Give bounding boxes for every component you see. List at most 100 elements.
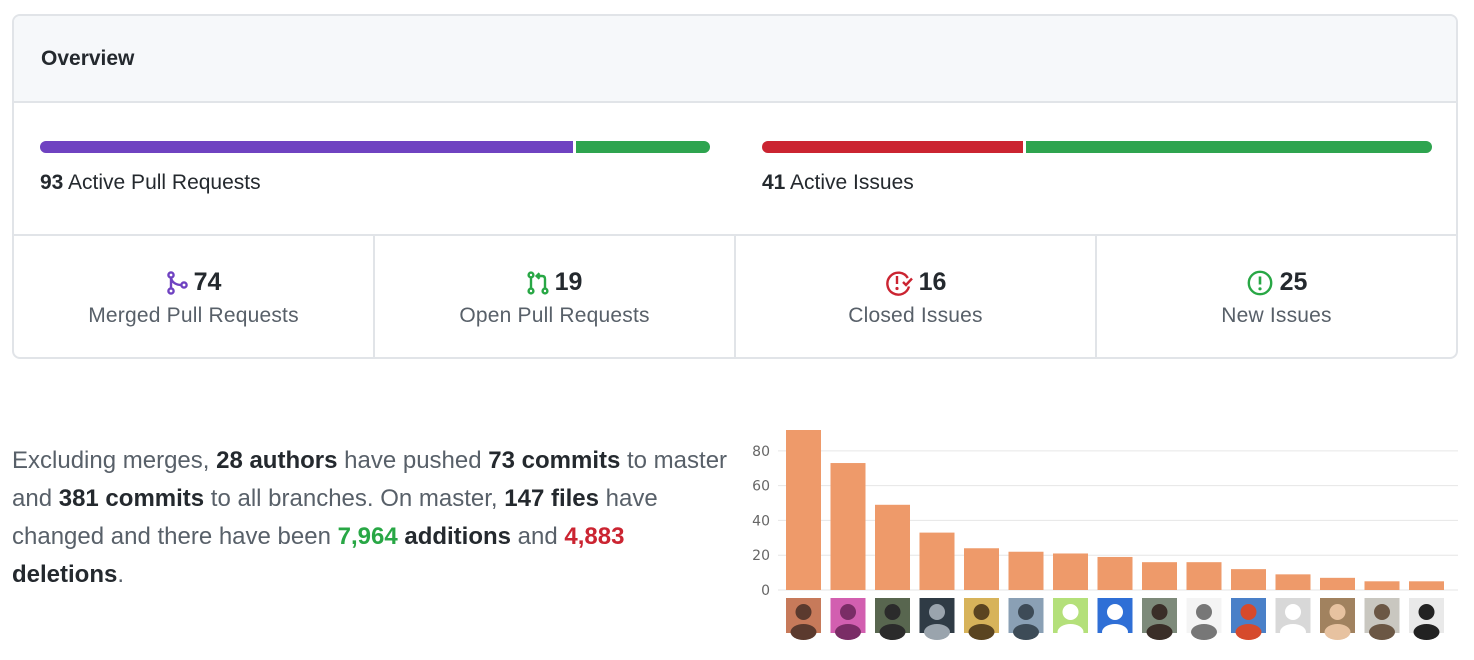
additions-count: 7,964 <box>337 523 398 550</box>
avatar-figure <box>1418 604 1435 620</box>
contributor-avatar <box>875 598 910 640</box>
y-tick-label: 80 <box>752 444 770 460</box>
deletions-word: deletions <box>12 561 118 588</box>
activity-bars: 93 Active Pull Requests 41 Active Issues <box>14 103 1456 236</box>
summary-text: to master and <box>12 447 728 512</box>
avatar-figure <box>1324 624 1351 640</box>
files-changed-count: 147 files <box>504 485 599 512</box>
issue-opened-icon <box>1246 269 1274 297</box>
active-issues-count: 41 <box>762 171 786 194</box>
additions-word: additions <box>397 523 512 550</box>
avatar-figure <box>973 604 990 620</box>
avatar-figure <box>1102 624 1128 640</box>
contributor-avatar <box>1097 598 1133 640</box>
avatar-figure <box>1013 624 1039 640</box>
closed-issues-count: 16 <box>918 268 947 296</box>
deletions-count: 4,883 <box>564 523 625 550</box>
avatar-figure <box>1062 604 1079 620</box>
bar-author-5 <box>964 548 999 590</box>
contributor-avatar <box>786 598 821 640</box>
new-issues-stat[interactable]: 25 New Issues <box>1097 236 1456 357</box>
bar-author-11 <box>1231 569 1266 590</box>
pull-requests-summary[interactable]: 93 Active Pull Requests <box>40 141 710 195</box>
bar-author-14 <box>1364 581 1400 590</box>
active-issues-label: 41 Active Issues <box>762 171 1432 195</box>
bar-author-8 <box>1097 556 1133 590</box>
avatar-figure <box>1413 624 1440 640</box>
summary-text: have pushed <box>337 447 489 474</box>
active-pull-requests-count: 93 <box>40 171 64 194</box>
contributors-bar-chart: 0 20 40 60 80 <box>752 430 1458 640</box>
avatar-figure <box>924 624 950 640</box>
contributor-avatar <box>1364 598 1400 640</box>
contributor-avatar <box>1231 598 1266 640</box>
avatar-figure <box>835 624 861 640</box>
summary-text: and <box>511 523 565 550</box>
avatar-figure <box>1374 604 1390 620</box>
open-pr-segment <box>573 141 710 153</box>
active-pull-requests-text: Active Pull Requests <box>63 171 261 194</box>
closed-issues-label: Closed Issues <box>848 303 983 327</box>
avatar-figure <box>1280 624 1306 640</box>
y-tick-label: 20 <box>752 548 770 564</box>
y-tick-label: 0 <box>761 583 770 599</box>
merged-pull-requests-label: Merged Pull Requests <box>88 303 299 327</box>
contributor-avatar <box>830 598 866 640</box>
contributor-avatar <box>964 598 999 640</box>
commit-summary: Excluding merges, 28 authors have pushed… <box>12 442 732 594</box>
authors-count: 28 authors <box>216 447 338 474</box>
avatar-figure <box>1146 624 1173 640</box>
active-issues-text: Active Issues <box>785 171 914 194</box>
new-issues-segment <box>1023 141 1432 153</box>
contributor-avatar <box>1142 598 1177 640</box>
avatar-figure <box>840 604 856 620</box>
avatar-figure <box>1151 604 1168 620</box>
merged-pull-requests-stat[interactable]: 74 Merged Pull Requests <box>14 236 375 357</box>
open-pull-requests-count: 19 <box>554 268 583 296</box>
master-commits-count: 73 commits <box>488 447 621 474</box>
bar-author-12 <box>1275 574 1311 590</box>
git-pull-request-icon <box>526 270 549 295</box>
overview-title: Overview <box>41 46 135 70</box>
stats-row: 74 Merged Pull Requests 19 Open Pull Req… <box>14 236 1456 357</box>
avatar-figure <box>1369 624 1395 640</box>
closed-issues-segment <box>762 141 1024 153</box>
avatar-figure <box>1235 624 1262 640</box>
contributor-avatar <box>919 598 955 640</box>
avatar-figure <box>1057 624 1084 640</box>
y-tick-label: 40 <box>752 513 770 529</box>
contributor-avatar <box>1409 598 1444 640</box>
issue-closed-icon <box>885 269 913 297</box>
avatar-figure <box>795 604 812 620</box>
contributor-avatar <box>1320 598 1355 640</box>
all-commits-count: 381 commits <box>58 485 205 512</box>
y-tick-label: 60 <box>752 479 770 495</box>
avatar-figure <box>968 624 995 640</box>
avatar-figure <box>1240 604 1257 620</box>
overview-header: Overview <box>14 16 1456 103</box>
closed-issues-stat[interactable]: 16 Closed Issues <box>736 236 1097 357</box>
git-merge-icon <box>166 270 188 295</box>
open-pull-requests-stat[interactable]: 19 Open Pull Requests <box>375 236 736 357</box>
avatar-figure <box>1285 604 1301 620</box>
avatar-figure <box>1329 604 1346 620</box>
contributor-avatar <box>1186 598 1222 640</box>
bar-author-13 <box>1320 577 1355 590</box>
bar-author-4 <box>919 532 955 590</box>
contributor-avatar <box>1275 598 1311 640</box>
bar-author-7 <box>1053 553 1088 590</box>
active-pull-requests-label: 93 Active Pull Requests <box>40 171 710 195</box>
avatar-figure <box>1107 604 1123 620</box>
bar-author-10 <box>1186 562 1222 590</box>
summary-text: Excluding merges, <box>12 447 217 474</box>
merged-pr-segment <box>40 141 574 153</box>
avatar-figure <box>1018 604 1034 620</box>
avatar-figure <box>929 604 945 620</box>
avatar-figure <box>879 624 906 640</box>
contributor-avatar <box>1008 598 1044 640</box>
bar-author-1 <box>786 430 821 590</box>
issues-summary[interactable]: 41 Active Issues <box>762 141 1432 195</box>
bar-author-6 <box>1008 551 1044 590</box>
merged-pull-requests-count: 74 <box>193 268 222 296</box>
overview-box: Overview 93 Active Pull Requests 41 Acti… <box>12 14 1458 359</box>
